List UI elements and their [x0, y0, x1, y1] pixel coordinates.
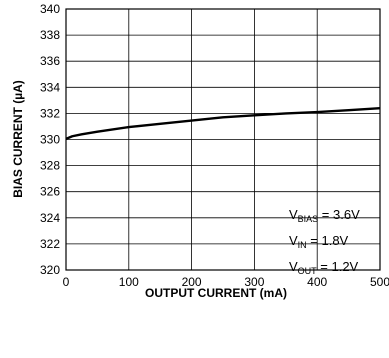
- y-tick-label: 330: [40, 133, 60, 147]
- y-tick-label: 328: [40, 159, 60, 173]
- series-layer: [65, 106, 381, 140]
- y-axis-title: BIAS CURRENT (µA): [11, 80, 25, 198]
- y-tick-labels: 320 322 324 326 328 330 332 334 336 338 340: [40, 2, 60, 277]
- y-tick-label: 336: [40, 54, 60, 68]
- x-tick-labels: 0 100 200 300 400 500: [63, 275, 389, 289]
- annotation-bias: VBIAS = 3.6V: [289, 207, 360, 224]
- y-tick-label: 324: [40, 211, 60, 225]
- y-tick-label: 340: [40, 2, 60, 16]
- y-tick-label: 338: [40, 28, 60, 42]
- plot-frame: [65, 8, 381, 271]
- series-line: [65, 106, 381, 140]
- x-tick-label: 100: [119, 275, 139, 289]
- x-axis-title: OUTPUT CURRENT (mA): [145, 286, 287, 300]
- y-tick-label: 320: [40, 263, 60, 277]
- annotation-in: VIN = 1.8V: [289, 233, 349, 250]
- x-tick-label: 300: [244, 275, 264, 289]
- y-tick-label: 332: [40, 106, 60, 120]
- x-tick-label: 0: [63, 275, 70, 289]
- x-tick-label: 200: [182, 275, 202, 289]
- y-tick-label: 334: [40, 80, 60, 94]
- x-tick-label: 500: [370, 275, 389, 289]
- x-tick-label: 400: [307, 275, 327, 289]
- y-tick-label: 326: [40, 185, 60, 199]
- y-tick-label: 322: [40, 237, 60, 251]
